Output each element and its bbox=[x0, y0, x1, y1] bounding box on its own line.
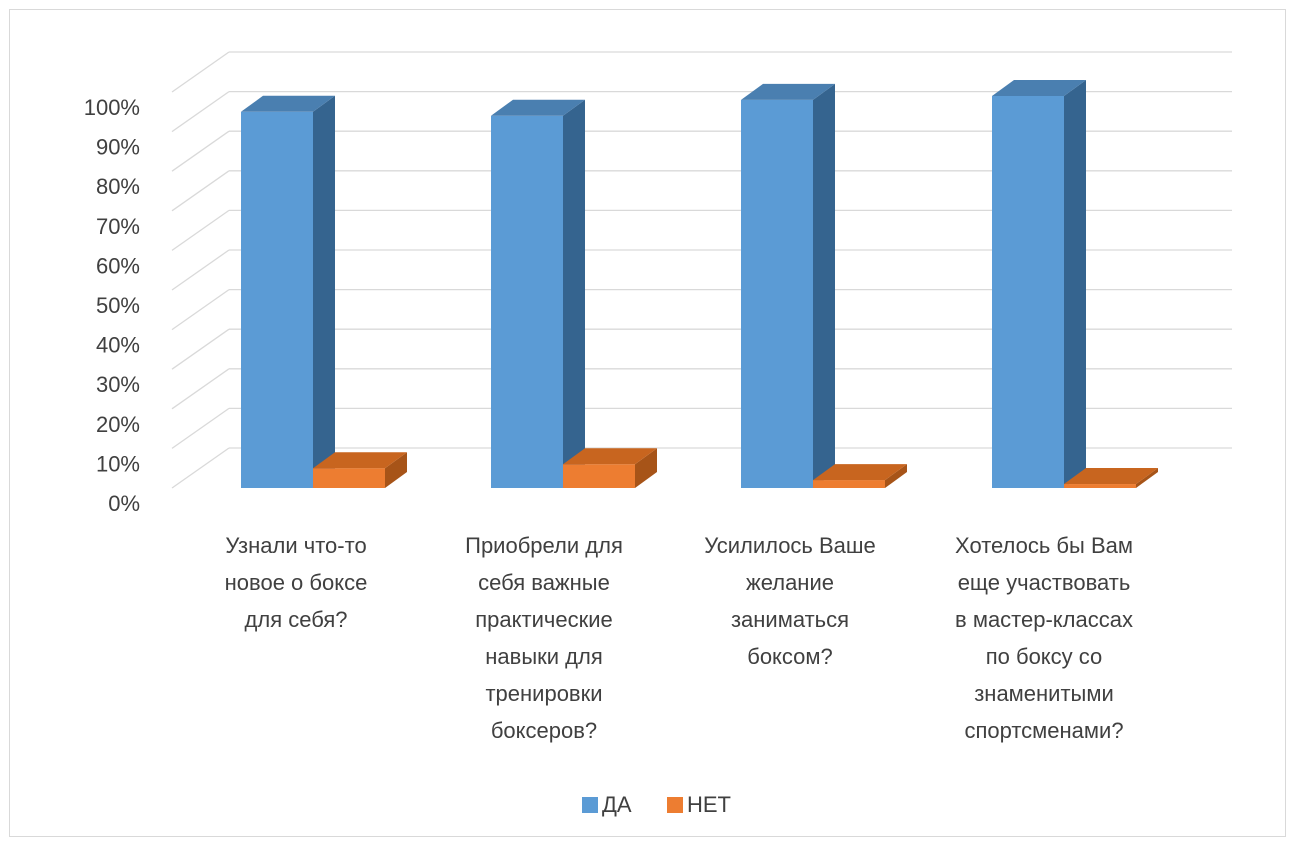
bar-top bbox=[241, 95, 335, 112]
bar-top bbox=[813, 464, 907, 481]
gridline-diagonal bbox=[171, 51, 230, 93]
bar bbox=[1064, 484, 1136, 488]
gridline-diagonal bbox=[171, 209, 230, 251]
bar-top bbox=[563, 448, 657, 465]
bar bbox=[563, 464, 635, 488]
gridline-diagonal bbox=[171, 407, 230, 449]
legend-label: ДА bbox=[602, 792, 632, 817]
x-tick-label: Приобрели для себя важные практические навы… bbox=[465, 533, 623, 743]
bar-side bbox=[313, 95, 335, 489]
bar-side bbox=[1064, 79, 1086, 489]
x-tick-label: Узнали что-то новое о боксе для себя? bbox=[225, 533, 368, 632]
bar-top bbox=[1064, 468, 1158, 485]
y-tick-label: 70% bbox=[96, 214, 140, 239]
bar bbox=[813, 480, 885, 488]
x-tick-label: Усилилось Ваше желание заниматься боксом? bbox=[704, 533, 876, 669]
bar-side bbox=[635, 448, 657, 488]
bar-side bbox=[813, 83, 835, 489]
gridline-diagonal bbox=[171, 289, 230, 331]
y-tick-label: 60% bbox=[96, 253, 140, 278]
y-tick-label: 80% bbox=[96, 174, 140, 199]
legend-swatch bbox=[667, 797, 683, 813]
bar-side bbox=[885, 464, 907, 488]
gridline-diagonal bbox=[171, 328, 230, 370]
gridline-diagonal bbox=[171, 249, 230, 291]
legend-swatch bbox=[582, 797, 598, 813]
bar bbox=[491, 115, 563, 488]
bar-top bbox=[992, 79, 1086, 96]
gridline-diagonal bbox=[171, 447, 230, 489]
bar bbox=[992, 95, 1064, 489]
gridline-diagonal bbox=[171, 130, 230, 172]
bar-side bbox=[563, 99, 585, 488]
legend-label: НЕТ bbox=[687, 792, 731, 817]
bar-side bbox=[385, 452, 407, 488]
y-tick-label: 100% bbox=[84, 95, 140, 120]
gridline-diagonal bbox=[171, 170, 230, 212]
y-tick-label: 90% bbox=[96, 135, 140, 160]
y-tick-label: 40% bbox=[96, 333, 140, 358]
gridline-diagonal bbox=[171, 368, 230, 410]
y-tick-label: 20% bbox=[96, 412, 140, 437]
y-tick-label: 50% bbox=[96, 293, 140, 318]
bar bbox=[241, 111, 313, 489]
bar-side bbox=[1136, 468, 1158, 488]
bar-top bbox=[741, 83, 835, 100]
bar bbox=[313, 468, 385, 488]
x-tick-label: Хотелось бы Вам еще участвовать в мастер-к… bbox=[955, 533, 1133, 743]
y-tick-label: 10% bbox=[96, 451, 140, 476]
bar bbox=[741, 99, 813, 489]
bar-top bbox=[313, 452, 407, 469]
y-tick-label: 30% bbox=[96, 372, 140, 397]
gridline-diagonal bbox=[171, 91, 230, 133]
bar-top bbox=[491, 99, 585, 116]
y-tick-label: 0% bbox=[108, 491, 140, 516]
